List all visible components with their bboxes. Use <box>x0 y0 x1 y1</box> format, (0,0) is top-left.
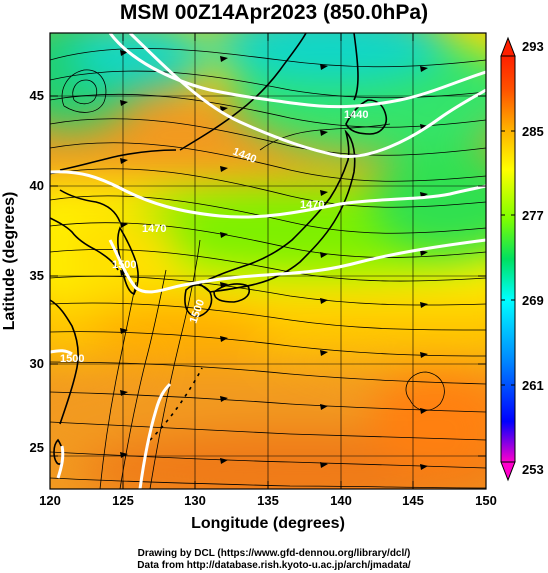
credit-drawing: Drawing by DCL (https://www.gfd-dennou.o… <box>137 548 411 559</box>
x-tick-label: 140 <box>330 493 352 508</box>
colorbar-labels: 293 285 277 269 261 253 <box>522 39 544 477</box>
contour-label: 1470 <box>300 199 324 211</box>
contour-label: 1500 <box>60 353 84 365</box>
colorbar-bottom-triangle <box>500 461 516 482</box>
x-axis-title: Longitude (degrees) <box>191 515 345 532</box>
x-tick-label: 130 <box>184 493 206 508</box>
x-tick-marks <box>49 33 487 489</box>
y-tick-label: 30 <box>30 356 44 371</box>
colorbar-top-triangle <box>500 36 516 57</box>
colorbar-label: 261 <box>522 378 544 393</box>
y-tick-marks <box>50 95 486 457</box>
x-tick-label: 125 <box>112 493 134 508</box>
colorbar-label: 253 <box>522 462 544 477</box>
colorbar-label: 293 <box>522 39 544 54</box>
y-tick-label: 25 <box>30 440 44 455</box>
colorbar-label: 277 <box>522 208 544 223</box>
colorbar-label: 285 <box>522 124 544 139</box>
colorbar-label: 269 <box>522 293 544 308</box>
x-tick-label: 120 <box>39 493 61 508</box>
height-contours <box>50 33 486 489</box>
x-tick-label: 145 <box>402 493 424 508</box>
map-title: MSM 00Z14Apr2023 (850.0hPa) <box>119 1 429 24</box>
colorbar: 293 285 277 269 261 253 <box>500 36 544 482</box>
colorbar-gradient <box>500 55 516 463</box>
y-tick-label: 35 <box>30 268 44 283</box>
contour-label: 1500 <box>112 259 136 271</box>
y-tick-label: 40 <box>30 178 44 193</box>
x-tick-labels: 120 125 130 135 140 145 150 <box>39 493 497 508</box>
y-tick-label: 45 <box>30 88 44 103</box>
x-tick-label: 150 <box>475 493 497 508</box>
contour-label: 1440 <box>344 109 368 121</box>
y-tick-labels: 25 30 35 40 45 <box>30 88 44 455</box>
credit-data: Data from http://database.rish.kyoto-u.a… <box>137 560 411 571</box>
x-tick-label: 135 <box>257 493 279 508</box>
y-axis-title: Latitude (degrees) <box>1 192 18 331</box>
contour-label: 1470 <box>142 223 166 235</box>
